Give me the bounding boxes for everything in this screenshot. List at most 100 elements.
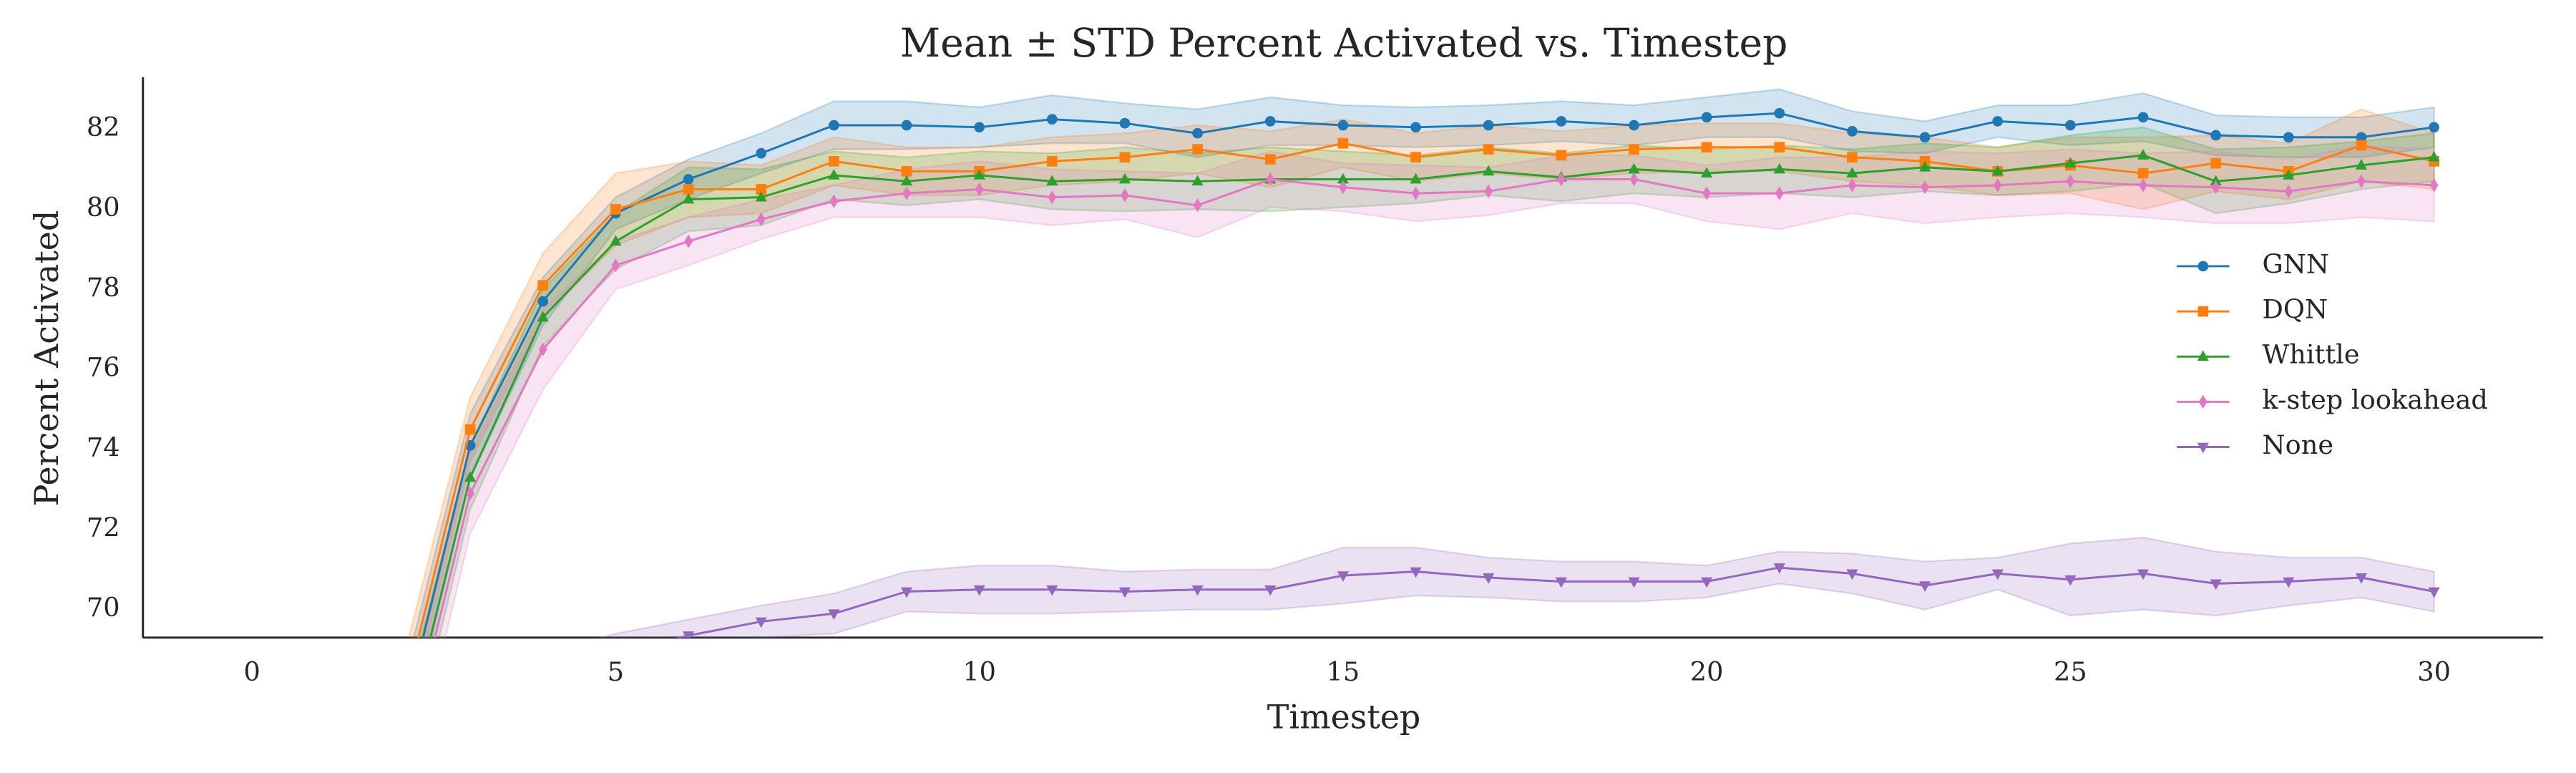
marker [537, 311, 549, 322]
marker [2356, 140, 2367, 151]
marker [611, 258, 620, 273]
std-band [412, 88, 2435, 638]
marker [755, 190, 767, 202]
marker [900, 587, 913, 598]
marker [1046, 585, 1058, 596]
legend-label: DQN [2262, 294, 2328, 325]
marker [2137, 167, 2149, 179]
marker [1118, 587, 1131, 598]
marker [1483, 573, 1495, 584]
marker [2283, 577, 2295, 588]
marker [1701, 112, 1712, 123]
marker [1410, 122, 1421, 133]
legend-marker [2197, 442, 2209, 454]
marker [828, 609, 840, 621]
chart-title: Mean ± STD Percent Activated vs. Timeste… [900, 20, 1788, 66]
marker [464, 471, 477, 482]
marker [1411, 186, 1420, 200]
marker [1629, 144, 1639, 155]
marker [2064, 575, 2077, 586]
std-band [597, 536, 2435, 638]
marker [1046, 155, 1058, 167]
plot-area [391, 88, 2440, 773]
marker [2428, 587, 2440, 598]
marker [1774, 142, 1785, 153]
marker [2210, 579, 2222, 590]
marker [2429, 122, 2439, 133]
marker [1191, 175, 1204, 186]
marker [2065, 120, 2076, 131]
marker [1991, 569, 2004, 580]
marker [901, 120, 912, 131]
marker [683, 631, 695, 638]
series-line [434, 178, 2434, 638]
y-tick-label: 78 [87, 272, 120, 303]
marker [1629, 172, 1639, 187]
marker [1192, 144, 1203, 155]
marker [755, 617, 767, 628]
marker [1264, 585, 1277, 596]
y-tick-label: 74 [87, 432, 120, 462]
legend-marker [2197, 350, 2209, 361]
marker [391, 764, 403, 773]
marker [1701, 142, 1712, 153]
marker [756, 212, 766, 226]
marker [1264, 154, 1276, 165]
marker [1046, 175, 1058, 186]
std-band [423, 144, 2435, 638]
marker [829, 155, 839, 167]
y-tick-label: 80 [87, 192, 120, 223]
marker [2283, 132, 2294, 143]
marker [1847, 126, 1858, 137]
marker [900, 175, 913, 186]
marker [1702, 186, 1712, 200]
marker [2355, 573, 2368, 584]
legend-marker [2197, 306, 2209, 317]
marker [973, 169, 985, 180]
marker [1555, 577, 1567, 588]
marker [1701, 167, 1713, 178]
marker [975, 182, 984, 197]
marker [1264, 116, 1276, 127]
marker [1556, 150, 1567, 161]
marker [466, 486, 475, 501]
marker [1337, 571, 1349, 582]
marker [2137, 149, 2150, 160]
y-tick-label: 70 [87, 592, 120, 623]
marker [1337, 172, 1349, 184]
marker [1410, 172, 1422, 184]
legend-label: GNN [2262, 248, 2329, 279]
marker [829, 120, 839, 131]
marker [683, 174, 694, 185]
marker [2210, 130, 2222, 141]
marker [464, 424, 476, 435]
marker [2210, 157, 2222, 169]
marker [538, 342, 547, 356]
marker [683, 193, 695, 204]
x-axis-label: Timestep [1267, 698, 1421, 736]
y-tick-label: 82 [87, 112, 120, 142]
marker [1846, 569, 1858, 580]
marker [537, 280, 549, 291]
marker [1628, 577, 1640, 588]
marker [1410, 152, 1421, 163]
marker [1193, 198, 1202, 213]
marker [1192, 127, 1203, 139]
marker [756, 147, 767, 159]
marker [1556, 116, 1567, 127]
marker [756, 184, 767, 195]
x-tick-label: 30 [2417, 656, 2451, 687]
marker [391, 706, 403, 716]
marker [1847, 152, 1858, 163]
legend-label: None [2262, 429, 2333, 460]
marker [1119, 117, 1131, 129]
marker [537, 669, 549, 680]
x-tick-label: 5 [608, 656, 624, 687]
marker [2283, 169, 2295, 180]
marker [1483, 144, 1494, 155]
marker [683, 184, 694, 195]
marker [1701, 577, 1713, 588]
marker [1919, 160, 1931, 172]
